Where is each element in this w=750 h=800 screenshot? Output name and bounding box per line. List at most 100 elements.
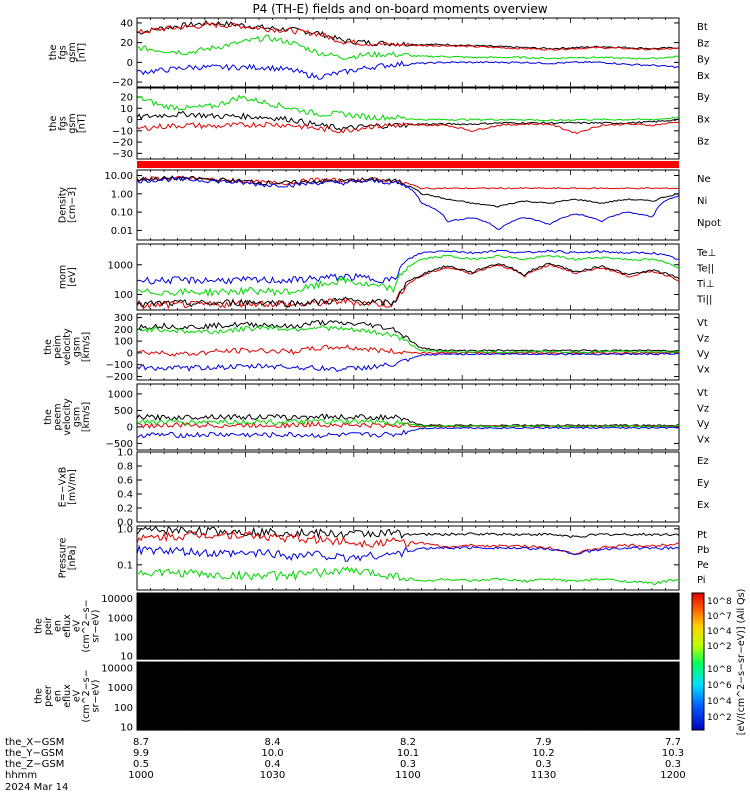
spectrogram-cell (496, 653, 504, 657)
spectrogram-cell (164, 690, 172, 694)
spectrogram-cell (672, 623, 680, 627)
spectrogram-cell (218, 687, 226, 691)
spectrogram-cell (448, 681, 457, 686)
spectrogram-cell (177, 604, 186, 608)
spectrogram-cell (651, 718, 660, 723)
spectrogram-cell (469, 648, 477, 652)
spectrogram-cell (645, 604, 653, 608)
y-tick-label: 10 (120, 104, 133, 115)
spectrogram-cell (279, 673, 287, 677)
spectrogram-cell (319, 667, 328, 672)
spectrogram-cell (313, 684, 321, 689)
spectrogram-cell (177, 693, 186, 697)
spectrogram-cell (441, 679, 450, 683)
spectrogram-cell (245, 598, 253, 602)
spectrogram-cell (340, 639, 348, 644)
spectrogram-cell (265, 634, 274, 638)
spectrogram-cell (475, 667, 484, 672)
spectrogram-cell (408, 718, 416, 723)
spectrogram-cell (225, 667, 233, 672)
spectrogram-cell (164, 609, 172, 613)
spectrogram-cell (347, 637, 355, 641)
spectrogram-cell (455, 628, 463, 633)
spectrogram-cell (563, 609, 572, 613)
panels: thefgsgsm[nT]40200−20BtBzByBxthefgsgsm[n… (34, 17, 721, 733)
spectrogram-cell (225, 604, 233, 608)
spectrogram-cell (286, 727, 294, 731)
spectrogram-cell (313, 626, 321, 630)
spectrogram-cell (238, 710, 246, 714)
spectrogram-cell (618, 687, 626, 691)
spectrogram-cell (665, 667, 673, 672)
spectrogram-cell (299, 676, 307, 680)
spectrogram-cell (597, 617, 606, 622)
spectrogram-cell (380, 620, 389, 624)
spectrogram-cell (157, 642, 165, 646)
colorbar-label: [eV/(cm^2−s−sr−eV)] (All Qs) (736, 589, 747, 736)
spectrogram-cell (496, 670, 504, 674)
spectrogram-cell (428, 656, 436, 660)
spectrogram-cell (225, 707, 233, 711)
spectrogram-cell (170, 687, 179, 691)
spectrogram-cell (584, 606, 592, 611)
spectrogram-cell (509, 687, 517, 691)
spectrogram-cell (150, 693, 158, 697)
spectrogram-cell (299, 623, 307, 627)
spectrogram-cell (401, 701, 409, 706)
spectrogram-cell (292, 650, 301, 655)
spectrogram-cell (150, 704, 158, 708)
spectrogram-cell (150, 679, 158, 683)
spectrogram-cell (428, 650, 436, 655)
spectrogram-cell (570, 693, 578, 697)
spectrogram-cell (380, 642, 389, 646)
spectrogram-cell (218, 707, 226, 711)
spectrogram-cell (631, 639, 639, 644)
spectrogram-cell (523, 612, 531, 616)
spectrogram-cell (218, 676, 226, 680)
spectrogram-cell (428, 593, 436, 597)
y-tick-label: 0 (127, 58, 133, 69)
spectrogram-cell (496, 598, 504, 602)
spectrogram-cell (306, 615, 314, 619)
spectrogram-cell (401, 595, 409, 600)
spectrogram-cell (563, 690, 572, 694)
spectrogram-cell (225, 684, 233, 689)
spectrogram-cell (204, 648, 213, 652)
spectrogram-cell (509, 670, 517, 674)
spectrogram-cell (414, 698, 423, 703)
spectrogram-cell (198, 601, 206, 605)
spectrogram-cell (326, 604, 335, 608)
spectrogram-cell (651, 701, 660, 706)
spectrogram-cell (286, 653, 294, 657)
spectrogram-cell (286, 679, 294, 683)
spectrogram-cell (252, 698, 260, 703)
spectrogram-cell (204, 620, 213, 624)
spectrogram-cell (401, 690, 409, 694)
spectrogram-cell (658, 598, 667, 602)
spectrogram-cell (292, 679, 301, 683)
spectrogram-cell (137, 693, 145, 697)
spectrogram-cell (258, 593, 267, 597)
spectrogram-cell (218, 670, 226, 674)
spectrogram-cell (170, 598, 179, 602)
spectrogram-cell (164, 593, 172, 597)
spectrogram-cell (394, 648, 402, 652)
spectrogram-cell (611, 598, 619, 602)
spectrogram-cell (631, 693, 639, 697)
spectrogram-cell (570, 593, 578, 597)
spectrogram-cell (387, 639, 396, 644)
spectrogram-cell (387, 601, 396, 605)
spectrogram-cell (530, 710, 538, 714)
spectrogram-cell (482, 620, 490, 624)
spectrogram-cell (231, 593, 240, 597)
y-axis-label: [cm−3] (67, 187, 78, 223)
spectrogram-cell (272, 662, 280, 666)
spectrogram-cell (353, 696, 362, 700)
spectrogram-cell (360, 718, 368, 723)
spectrogram-cell (523, 626, 531, 630)
spectrogram-cell (279, 718, 287, 723)
spectrogram-cell (597, 670, 606, 674)
spectrogram-cell (137, 623, 145, 627)
spectrogram-cell (164, 679, 172, 683)
